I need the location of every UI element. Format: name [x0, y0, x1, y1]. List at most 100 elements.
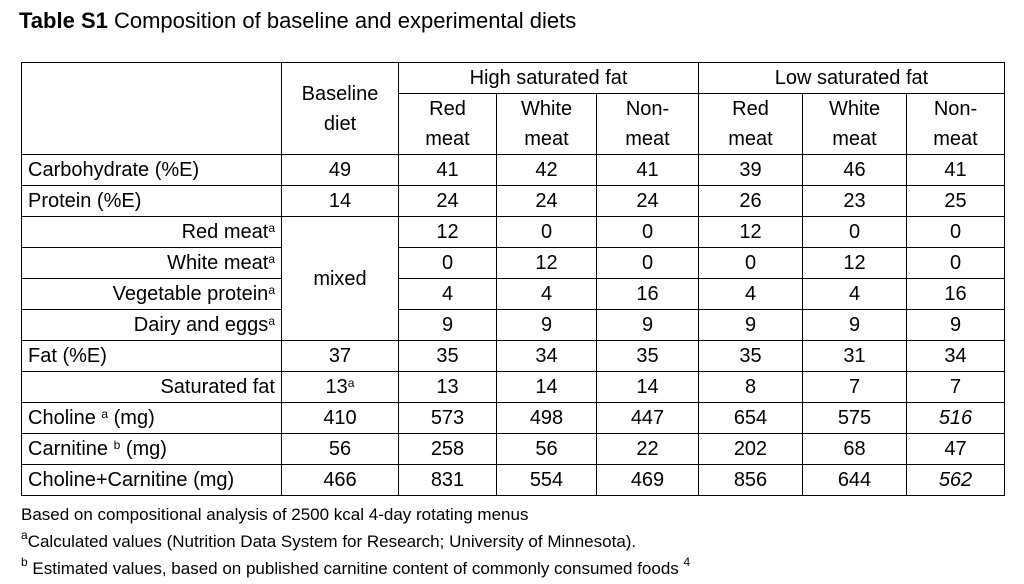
table-row: Carbohydrate (%E) 49 41 42 41 39 46 41: [21, 154, 1005, 186]
table-cell: 23: [802, 185, 907, 217]
row-label: Vegetable proteina: [21, 278, 282, 310]
table-cell: 9: [496, 309, 597, 341]
table-cell: 498: [496, 402, 597, 434]
table-cell: 39: [698, 154, 803, 186]
table-cell: 8: [698, 371, 803, 403]
table-cell: 202: [698, 433, 803, 465]
table-cell: 469: [596, 464, 699, 496]
row-label: White meata: [21, 247, 282, 279]
footnote-b: b Estimated values, based on published c…: [21, 555, 691, 578]
table-cell: 0: [398, 247, 497, 279]
table-cell: 31: [802, 340, 907, 372]
table-cell: 35: [698, 340, 803, 372]
row-label: Protein (%E): [21, 185, 282, 217]
table-cell: 24: [596, 185, 699, 217]
header-red-meat-high: Red meat: [398, 93, 497, 155]
table-cell: 0: [596, 247, 699, 279]
table-cell: 0: [596, 216, 699, 248]
header-non-meat-low: Non-meat: [906, 93, 1005, 155]
baseline-value: 13a: [281, 371, 399, 403]
baseline-header-line1: Baseline: [301, 82, 379, 105]
header-white-meat-low: White meat: [802, 93, 907, 155]
table-cell: 4: [398, 278, 497, 310]
corner-cell: [21, 62, 282, 155]
table-cell: 9: [698, 309, 803, 341]
table-cell: 24: [496, 185, 597, 217]
table-cell: 9: [906, 309, 1005, 341]
table-cell: 41: [596, 154, 699, 186]
table-cell: 68: [802, 433, 907, 465]
table-cell: 12: [802, 247, 907, 279]
header-red-meat-low: Red meat: [698, 93, 803, 155]
table-cell: 35: [398, 340, 497, 372]
table-cell: 516: [906, 402, 1005, 434]
baseline-value: 410: [281, 402, 399, 434]
table-cell: 41: [398, 154, 497, 186]
table-cell: 0: [496, 216, 597, 248]
table-cell: 16: [906, 278, 1005, 310]
table-cell: 9: [596, 309, 699, 341]
table-cell: 7: [802, 371, 907, 403]
table-row: Dairy and eggsa 9 9 9 9 9 9: [21, 309, 1005, 341]
row-label: Red meata: [21, 216, 282, 248]
baseline-value-mixed: mixed: [281, 216, 399, 341]
table-cell: 7: [906, 371, 1005, 403]
table-cell: 34: [906, 340, 1005, 372]
baseline-value: 37: [281, 340, 399, 372]
table-number: Table S1: [19, 8, 108, 33]
baseline-value: 56: [281, 433, 399, 465]
table-cell: 12: [496, 247, 597, 279]
table-cell: 562: [906, 464, 1005, 496]
row-label: Fat (%E): [21, 340, 282, 372]
table-cell: 47: [906, 433, 1005, 465]
baseline-value: 49: [281, 154, 399, 186]
table-row: Choline+Carnitine (mg) 466 831 554 469 8…: [21, 464, 1005, 496]
high-sat-fat-header: High saturated fat: [398, 62, 699, 94]
baseline-header: Baseline diet: [281, 62, 399, 155]
table-cell: 12: [698, 216, 803, 248]
table-cell: 35: [596, 340, 699, 372]
row-label: Carnitine b (mg): [21, 433, 282, 465]
table-row: Fat (%E) 37 35 34 35 35 31 34: [21, 340, 1005, 372]
table-cell: 654: [698, 402, 803, 434]
baseline-value: 466: [281, 464, 399, 496]
table-cell: 16: [596, 278, 699, 310]
table-cell: 447: [596, 402, 699, 434]
table-cell: 12: [398, 216, 497, 248]
table-cell: 644: [802, 464, 907, 496]
table-cell: 14: [496, 371, 597, 403]
table-cell: 856: [698, 464, 803, 496]
table-cell: 554: [496, 464, 597, 496]
table-row: Vegetable proteina 4 4 16 4 4 16: [21, 278, 1005, 310]
table-cell: 22: [596, 433, 699, 465]
table-row: Red meata mixed 12 0 0 12 0 0: [21, 216, 1005, 341]
table-cell: 573: [398, 402, 497, 434]
header-non-meat-high: Non-meat: [596, 93, 699, 155]
table-row: Choline a (mg) 410 573 498 447 654 575 5…: [21, 402, 1005, 434]
table-cell: 25: [906, 185, 1005, 217]
row-label: Carbohydrate (%E): [21, 154, 282, 186]
table-cell: 41: [906, 154, 1005, 186]
table-cell: 258: [398, 433, 497, 465]
row-label: Saturated fat: [21, 371, 282, 403]
table-cell: 26: [698, 185, 803, 217]
table-cell: 14: [596, 371, 699, 403]
table-row: White meata 0 12 0 0 12 0: [21, 247, 1005, 279]
low-sat-fat-header: Low saturated fat: [698, 62, 1005, 94]
table-cell: 4: [698, 278, 803, 310]
table-cell: 34: [496, 340, 597, 372]
header-white-meat-high: White meat: [496, 93, 597, 155]
diet-table: Baseline diet High saturated fat Low sat…: [21, 62, 1005, 496]
table-row: Saturated fat 13a 13 14 14 8 7 7: [21, 371, 1005, 403]
table-cell: 4: [496, 278, 597, 310]
table-cell: 4: [802, 278, 907, 310]
table-cell: 13: [398, 371, 497, 403]
baseline-value: 14: [281, 185, 399, 217]
table-cell: 0: [802, 216, 907, 248]
table-cell: 0: [906, 216, 1005, 248]
table-cell: 9: [802, 309, 907, 341]
row-label: Choline+Carnitine (mg): [21, 464, 282, 496]
row-label: Dairy and eggsa: [21, 309, 282, 341]
table-cell: 575: [802, 402, 907, 434]
table-cell: 42: [496, 154, 597, 186]
